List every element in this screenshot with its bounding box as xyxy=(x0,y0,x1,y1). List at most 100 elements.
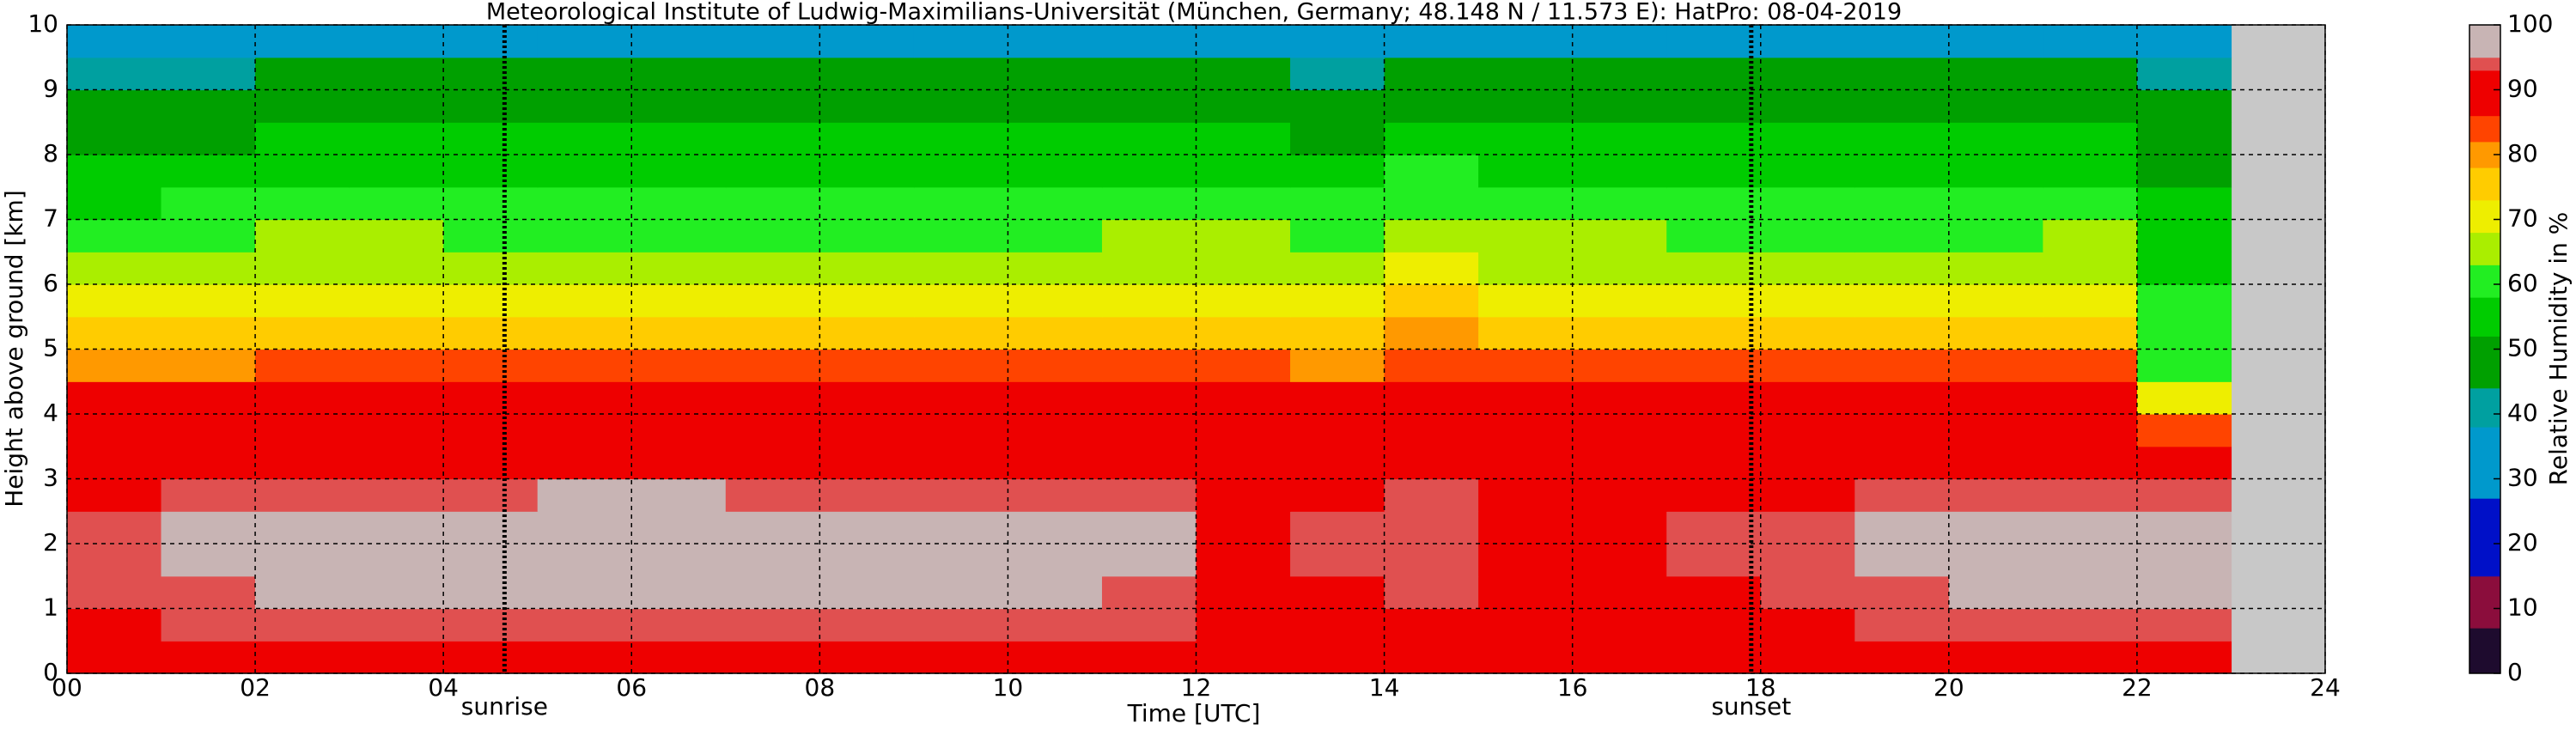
heatmap-cell xyxy=(1948,511,2043,544)
heatmap-cell xyxy=(1948,349,2043,382)
heatmap-cell xyxy=(67,284,162,318)
heatmap-cell xyxy=(349,186,444,221)
colorbar-tick-label: 0 xyxy=(2507,658,2523,686)
heatmap-cell xyxy=(1008,284,1103,318)
heatmap-cell xyxy=(725,89,820,123)
heatmap-cell xyxy=(1666,89,1762,123)
heatmap-cell xyxy=(1478,349,1574,382)
heatmap-cell xyxy=(537,57,632,91)
heatmap-cell xyxy=(443,122,539,155)
heatmap-cell xyxy=(725,57,820,91)
colorbar-segment xyxy=(2469,70,2500,117)
heatmap-cell xyxy=(349,544,444,577)
heatmap-cell xyxy=(725,641,820,674)
colorbar-label: Relative Humidity in % xyxy=(2544,212,2573,486)
heatmap-cell xyxy=(631,575,727,610)
heatmap-cell xyxy=(1384,57,1479,91)
heatmap-cell xyxy=(443,186,539,221)
heatmap-cell xyxy=(1101,219,1197,252)
heatmap-cell xyxy=(255,544,350,577)
heatmap-cell xyxy=(1666,122,1762,155)
heatmap-cell xyxy=(913,608,1009,642)
heatmap-cell xyxy=(1760,122,1855,155)
x-tick-label: 16 xyxy=(1557,673,1588,702)
heatmap-cell xyxy=(67,186,162,221)
heatmap-cell xyxy=(1384,25,1479,58)
heatmap-cell xyxy=(1948,608,2043,642)
heatmap-cell xyxy=(1196,511,1291,544)
heatmap-cell xyxy=(725,186,820,221)
heatmap-cell xyxy=(161,122,256,155)
heatmap-cell xyxy=(1666,25,1762,58)
heatmap-cell xyxy=(913,25,1009,58)
heatmap-cell xyxy=(1008,575,1103,610)
heatmap-cell xyxy=(537,122,632,155)
y-tick-label: 10 xyxy=(27,9,58,38)
heatmap-cell xyxy=(1760,316,1855,350)
heatmap-cell xyxy=(1478,575,1574,610)
heatmap-cell xyxy=(1196,122,1291,155)
heatmap-cell xyxy=(1854,25,1950,58)
heatmap-cell xyxy=(631,57,727,91)
heatmap-cell xyxy=(1666,186,1762,221)
heatmap-cell xyxy=(819,349,915,382)
heatmap-cell xyxy=(1101,155,1197,188)
heatmap-cell xyxy=(349,57,444,91)
heatmap-cell xyxy=(1760,478,1855,512)
heatmap-cell xyxy=(1101,446,1197,480)
heatmap-cell xyxy=(1854,316,1950,350)
heatmap-cell xyxy=(1760,641,1855,674)
y-tick-label: 1 xyxy=(43,593,58,622)
colorbar-tick-label: 60 xyxy=(2507,269,2538,297)
heatmap-cell xyxy=(1572,122,1667,155)
heatmap-cell xyxy=(1572,511,1667,544)
heatmap-cell xyxy=(349,349,444,382)
heatmap-cell xyxy=(725,25,820,58)
heatmap-cell xyxy=(1760,414,1855,447)
y-tick-label: 6 xyxy=(43,269,58,297)
heatmap-cell xyxy=(819,414,915,447)
heatmap-cell xyxy=(1384,544,1479,577)
heatmap-cell xyxy=(1290,478,1385,512)
heatmap-cell xyxy=(1008,316,1103,350)
heatmap-cell xyxy=(161,381,256,415)
heatmap-cell xyxy=(631,316,727,350)
heatmap-cell xyxy=(349,381,444,415)
heatmap-cell xyxy=(1478,122,1574,155)
heatmap-cell xyxy=(1760,608,1855,642)
heatmap-cell xyxy=(1666,544,1762,577)
heatmap-cell xyxy=(2136,284,2232,318)
heatmap-cell xyxy=(631,25,727,58)
heatmap-cell xyxy=(349,155,444,188)
heatmap-cell xyxy=(1290,316,1385,350)
heatmap-cell xyxy=(255,25,350,58)
heatmap-cell xyxy=(1948,316,2043,350)
heatmap-cell xyxy=(913,641,1009,674)
colorbar-tick-label: 10 xyxy=(2507,593,2538,622)
heatmap-cell xyxy=(1572,544,1667,577)
heatmap-cell xyxy=(819,57,915,91)
heatmap-cell xyxy=(1196,25,1291,58)
heatmap-cell xyxy=(1666,511,1762,544)
heatmap-cell xyxy=(1008,641,1103,674)
heatmap-cell xyxy=(725,155,820,188)
x-tick-label: 00 xyxy=(52,673,82,702)
heatmap-cell xyxy=(1478,89,1574,123)
heatmap-cell xyxy=(1290,381,1385,415)
heatmap-cell xyxy=(1196,252,1291,285)
heatmap-cell xyxy=(1854,446,1950,480)
heatmap-cell xyxy=(537,89,632,123)
heatmap-cell xyxy=(537,575,632,610)
x-tick-label: 18 xyxy=(1745,673,1776,702)
heatmap-cell xyxy=(1196,284,1291,318)
heatmap-cell xyxy=(725,252,820,285)
heatmap-cell xyxy=(443,155,539,188)
heatmap-cell xyxy=(2043,446,2138,480)
heatmap-cell xyxy=(1572,57,1667,91)
heatmap-cell xyxy=(1478,608,1574,642)
heatmap-cell xyxy=(913,316,1009,350)
heatmap-cell xyxy=(67,381,162,415)
heatmap-cell xyxy=(725,122,820,155)
heatmap-cell xyxy=(2136,57,2232,91)
heatmap-cell xyxy=(537,608,632,642)
